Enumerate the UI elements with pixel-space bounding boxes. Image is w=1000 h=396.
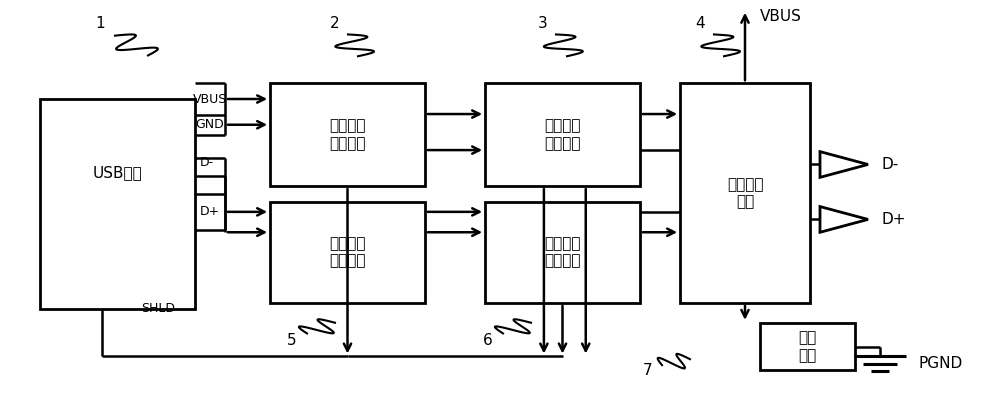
Text: 6: 6 bbox=[483, 333, 493, 348]
Bar bbox=[40, 99, 195, 309]
Text: 电源差模
滤波模块: 电源差模 滤波模块 bbox=[544, 118, 581, 151]
Text: D-: D- bbox=[200, 156, 214, 169]
Text: 5: 5 bbox=[287, 333, 297, 348]
Bar bbox=[270, 202, 425, 303]
Text: 接地
模块: 接地 模块 bbox=[798, 330, 817, 363]
Text: D-: D- bbox=[881, 157, 898, 172]
Text: SHLD: SHLD bbox=[141, 303, 175, 315]
Text: 3: 3 bbox=[538, 16, 548, 31]
Bar bbox=[270, 83, 425, 186]
Text: D+: D+ bbox=[200, 206, 220, 218]
Text: 7: 7 bbox=[643, 363, 653, 378]
Text: PGND: PGND bbox=[919, 356, 963, 371]
Text: VBUS: VBUS bbox=[760, 9, 802, 24]
Text: 2: 2 bbox=[330, 16, 340, 31]
Text: VBUS: VBUS bbox=[193, 93, 227, 105]
Text: 信号共模
滤波模块: 信号共模 滤波模块 bbox=[329, 236, 366, 268]
Bar bbox=[760, 323, 855, 370]
Bar bbox=[485, 83, 640, 186]
Text: USB接头: USB接头 bbox=[93, 165, 142, 180]
Text: 4: 4 bbox=[695, 16, 705, 31]
Bar bbox=[485, 202, 640, 303]
Text: 信号差模
滤波模块: 信号差模 滤波模块 bbox=[544, 236, 581, 268]
Text: GND: GND bbox=[196, 118, 224, 131]
Polygon shape bbox=[820, 207, 868, 232]
Text: 电源共模
滤波模块: 电源共模 滤波模块 bbox=[329, 118, 366, 151]
Polygon shape bbox=[820, 152, 868, 177]
Text: D+: D+ bbox=[881, 212, 906, 227]
Bar bbox=[680, 83, 810, 303]
Text: 静电保护
模块: 静电保护 模块 bbox=[727, 177, 763, 209]
Text: 1: 1 bbox=[95, 16, 105, 31]
